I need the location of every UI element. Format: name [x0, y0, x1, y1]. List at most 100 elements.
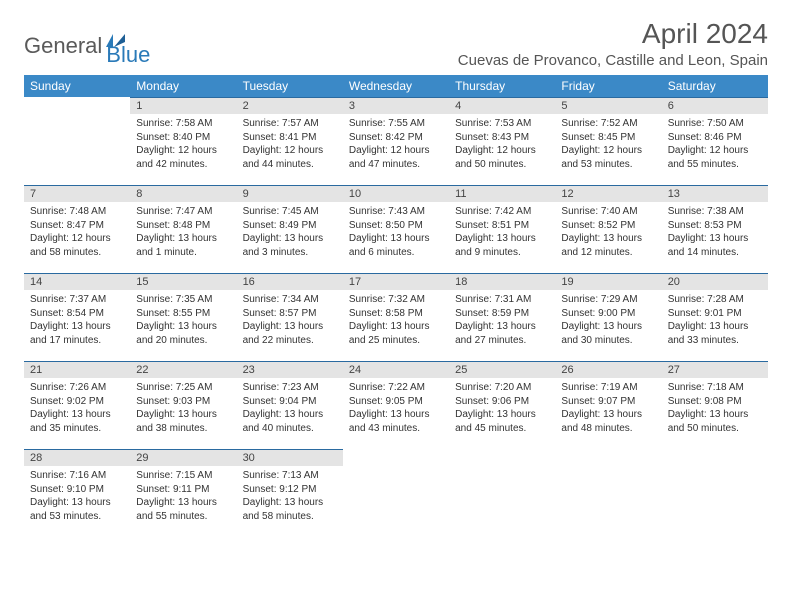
daylight-line1: Daylight: 13 hours	[561, 408, 655, 422]
calendar-cell: 16Sunrise: 7:34 AMSunset: 8:57 PMDayligh…	[237, 273, 343, 361]
daylight-line2: and 55 minutes.	[136, 510, 230, 524]
calendar-cell: 4Sunrise: 7:53 AMSunset: 8:43 PMDaylight…	[449, 97, 555, 185]
day-details: Sunrise: 7:18 AMSunset: 9:08 PMDaylight:…	[662, 378, 768, 439]
daylight-line1: Daylight: 13 hours	[136, 496, 230, 510]
calendar-cell	[555, 449, 661, 537]
sunset-text: Sunset: 9:11 PM	[136, 483, 230, 497]
sunrise-text: Sunrise: 7:31 AM	[455, 293, 549, 307]
sunset-text: Sunset: 8:51 PM	[455, 219, 549, 233]
sunset-text: Sunset: 8:48 PM	[136, 219, 230, 233]
calendar-cell: 11Sunrise: 7:42 AMSunset: 8:51 PMDayligh…	[449, 185, 555, 273]
day-details: Sunrise: 7:45 AMSunset: 8:49 PMDaylight:…	[237, 202, 343, 263]
daylight-line1: Daylight: 13 hours	[455, 232, 549, 246]
day-number: 28	[24, 449, 130, 466]
calendar-cell: 18Sunrise: 7:31 AMSunset: 8:59 PMDayligh…	[449, 273, 555, 361]
day-details: Sunrise: 7:32 AMSunset: 8:58 PMDaylight:…	[343, 290, 449, 351]
sunrise-text: Sunrise: 7:20 AM	[455, 381, 549, 395]
day-details: Sunrise: 7:53 AMSunset: 8:43 PMDaylight:…	[449, 114, 555, 175]
daylight-line1: Daylight: 12 hours	[30, 232, 124, 246]
calendar-table: Sunday Monday Tuesday Wednesday Thursday…	[24, 75, 768, 537]
day-details: Sunrise: 7:13 AMSunset: 9:12 PMDaylight:…	[237, 466, 343, 527]
sunset-text: Sunset: 8:45 PM	[561, 131, 655, 145]
day-details: Sunrise: 7:58 AMSunset: 8:40 PMDaylight:…	[130, 114, 236, 175]
calendar-row: 28Sunrise: 7:16 AMSunset: 9:10 PMDayligh…	[24, 449, 768, 537]
weekday-header: Wednesday	[343, 75, 449, 97]
day-details: Sunrise: 7:57 AMSunset: 8:41 PMDaylight:…	[237, 114, 343, 175]
day-number: 6	[662, 97, 768, 114]
day-number: 4	[449, 97, 555, 114]
sunrise-text: Sunrise: 7:28 AM	[668, 293, 762, 307]
calendar-cell: 23Sunrise: 7:23 AMSunset: 9:04 PMDayligh…	[237, 361, 343, 449]
calendar-cell: 30Sunrise: 7:13 AMSunset: 9:12 PMDayligh…	[237, 449, 343, 537]
daylight-line1: Daylight: 13 hours	[243, 320, 337, 334]
daylight-line2: and 22 minutes.	[243, 334, 337, 348]
calendar-row: 21Sunrise: 7:26 AMSunset: 9:02 PMDayligh…	[24, 361, 768, 449]
daylight-line1: Daylight: 13 hours	[668, 320, 762, 334]
daylight-line2: and 27 minutes.	[455, 334, 549, 348]
sunrise-text: Sunrise: 7:42 AM	[455, 205, 549, 219]
sunrise-text: Sunrise: 7:18 AM	[668, 381, 762, 395]
day-details: Sunrise: 7:28 AMSunset: 9:01 PMDaylight:…	[662, 290, 768, 351]
daylight-line2: and 9 minutes.	[455, 246, 549, 260]
daylight-line1: Daylight: 13 hours	[30, 496, 124, 510]
calendar-cell: 3Sunrise: 7:55 AMSunset: 8:42 PMDaylight…	[343, 97, 449, 185]
day-number: 29	[130, 449, 236, 466]
sunrise-text: Sunrise: 7:38 AM	[668, 205, 762, 219]
sunrise-text: Sunrise: 7:40 AM	[561, 205, 655, 219]
logo-text-general: General	[24, 33, 102, 59]
day-details: Sunrise: 7:52 AMSunset: 8:45 PMDaylight:…	[555, 114, 661, 175]
sunrise-text: Sunrise: 7:43 AM	[349, 205, 443, 219]
weekday-header: Saturday	[662, 75, 768, 97]
sunset-text: Sunset: 8:46 PM	[668, 131, 762, 145]
daylight-line1: Daylight: 13 hours	[30, 408, 124, 422]
daylight-line2: and 58 minutes.	[243, 510, 337, 524]
day-number: 14	[24, 273, 130, 290]
calendar-cell	[449, 449, 555, 537]
calendar-cell: 21Sunrise: 7:26 AMSunset: 9:02 PMDayligh…	[24, 361, 130, 449]
daylight-line2: and 30 minutes.	[561, 334, 655, 348]
day-number: 2	[237, 97, 343, 114]
calendar-cell: 2Sunrise: 7:57 AMSunset: 8:41 PMDaylight…	[237, 97, 343, 185]
daylight-line2: and 50 minutes.	[668, 422, 762, 436]
calendar-cell: 7Sunrise: 7:48 AMSunset: 8:47 PMDaylight…	[24, 185, 130, 273]
daylight-line1: Daylight: 12 hours	[349, 144, 443, 158]
sunset-text: Sunset: 8:59 PM	[455, 307, 549, 321]
daylight-line2: and 47 minutes.	[349, 158, 443, 172]
daylight-line2: and 33 minutes.	[668, 334, 762, 348]
location-text: Cuevas de Provanco, Castille and Leon, S…	[458, 52, 768, 69]
calendar-cell: 25Sunrise: 7:20 AMSunset: 9:06 PMDayligh…	[449, 361, 555, 449]
sunrise-text: Sunrise: 7:23 AM	[243, 381, 337, 395]
calendar-cell: 12Sunrise: 7:40 AMSunset: 8:52 PMDayligh…	[555, 185, 661, 273]
sunset-text: Sunset: 9:00 PM	[561, 307, 655, 321]
calendar-cell: 24Sunrise: 7:22 AMSunset: 9:05 PMDayligh…	[343, 361, 449, 449]
daylight-line2: and 45 minutes.	[455, 422, 549, 436]
weekday-header: Monday	[130, 75, 236, 97]
daylight-line1: Daylight: 13 hours	[455, 320, 549, 334]
sunset-text: Sunset: 8:40 PM	[136, 131, 230, 145]
calendar-cell	[662, 449, 768, 537]
day-number: 17	[343, 273, 449, 290]
sunrise-text: Sunrise: 7:32 AM	[349, 293, 443, 307]
day-details: Sunrise: 7:34 AMSunset: 8:57 PMDaylight:…	[237, 290, 343, 351]
daylight-line2: and 43 minutes.	[349, 422, 443, 436]
daylight-line2: and 12 minutes.	[561, 246, 655, 260]
daylight-line2: and 35 minutes.	[30, 422, 124, 436]
day-details: Sunrise: 7:16 AMSunset: 9:10 PMDaylight:…	[24, 466, 130, 527]
daylight-line2: and 44 minutes.	[243, 158, 337, 172]
daylight-line1: Daylight: 12 hours	[136, 144, 230, 158]
sunrise-text: Sunrise: 7:50 AM	[668, 117, 762, 131]
sunrise-text: Sunrise: 7:19 AM	[561, 381, 655, 395]
day-details: Sunrise: 7:19 AMSunset: 9:07 PMDaylight:…	[555, 378, 661, 439]
sunset-text: Sunset: 8:52 PM	[561, 219, 655, 233]
sunset-text: Sunset: 9:01 PM	[668, 307, 762, 321]
daylight-line2: and 55 minutes.	[668, 158, 762, 172]
day-details: Sunrise: 7:50 AMSunset: 8:46 PMDaylight:…	[662, 114, 768, 175]
day-number: 24	[343, 361, 449, 378]
calendar-cell: 10Sunrise: 7:43 AMSunset: 8:50 PMDayligh…	[343, 185, 449, 273]
sunset-text: Sunset: 9:04 PM	[243, 395, 337, 409]
day-number: 1	[130, 97, 236, 114]
daylight-line2: and 14 minutes.	[668, 246, 762, 260]
sunset-text: Sunset: 9:12 PM	[243, 483, 337, 497]
sunset-text: Sunset: 9:08 PM	[668, 395, 762, 409]
weekday-header-row: Sunday Monday Tuesday Wednesday Thursday…	[24, 75, 768, 97]
